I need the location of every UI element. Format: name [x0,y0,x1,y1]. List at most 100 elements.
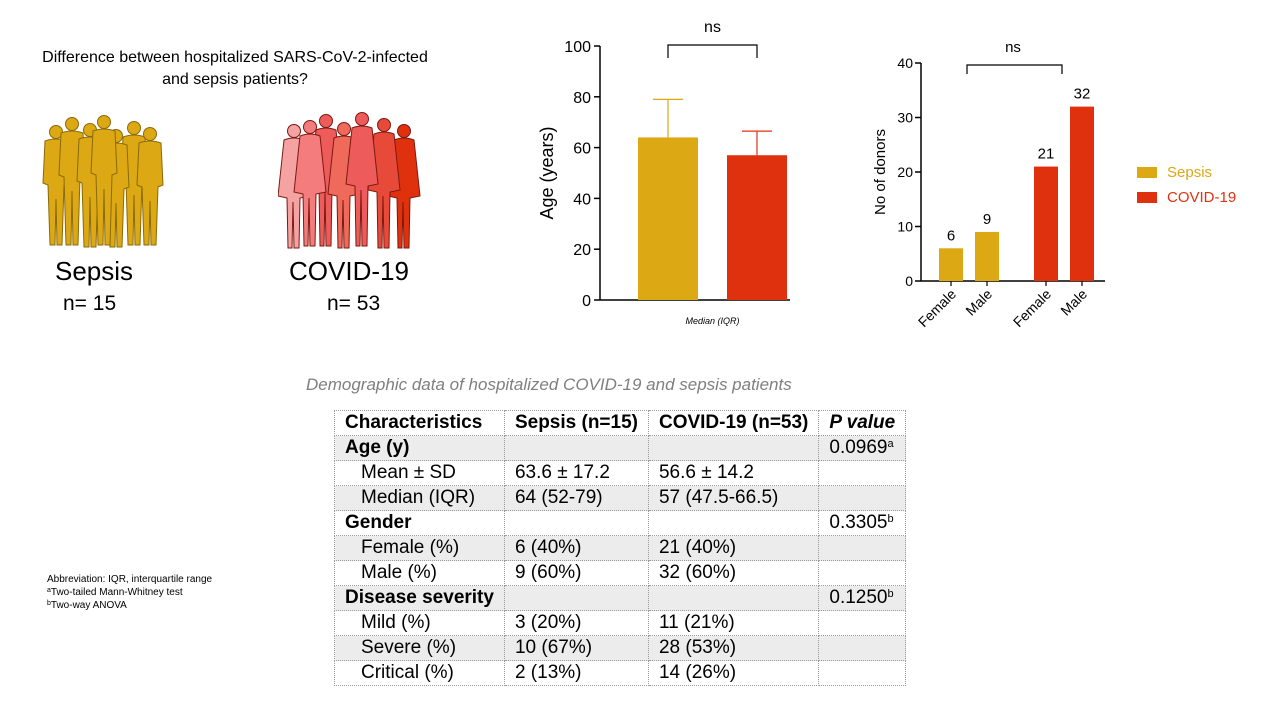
footnote-b-text: Two-way ANOVA [50,600,127,611]
y-tick-label: 20 [573,242,591,259]
cell-p-value: 0.1250b [818,585,907,611]
bar-3 [1070,106,1094,281]
footnote-a-text: Two-tailed Mann-Whitney test [50,587,183,598]
table-row: Female (%) 6 (40%) 21 (40%) [334,535,907,561]
y-tick-label: 10 [897,219,913,235]
cell-characteristic-text: Female (%) [361,537,460,558]
y-tick-label: 60 [573,141,591,158]
cell-sepsis: 64 (52-79) [503,485,649,511]
cell-sepsis-text: 63.6 ± 17.2 [514,462,610,483]
cell-covid-text: 11 (21%) [658,612,735,633]
data-label-1: 9 [983,211,991,228]
y-tick-label: 0 [905,273,913,289]
cell-covid: 57 (47.5-66.5) [647,485,820,511]
footnote-a-mark: a [47,587,51,594]
cell-covid: 11 (21%) [647,610,820,636]
cell-p-value-text: 0.1250 [829,587,888,608]
cell-sepsis [503,585,649,611]
table-row: Mild (%) 3 (20%) 11 (21%) [334,610,907,636]
cell-characteristic-text: Disease severity [345,587,494,608]
cell-characteristic-text: Mild (%) [361,612,431,633]
cell-covid-text: 28 (53%) [658,637,737,658]
cell-p-value [818,535,907,561]
cell-p-value [818,485,907,511]
cell-characteristic: Gender [334,510,505,536]
cell-sepsis-text: 64 (52-79) [514,487,603,508]
covid-group-count: n= 53 [327,292,381,315]
age-bar-chart: 0 20 40 60 80 100 ns Median (IQR) Age (years) [537,19,790,326]
cell-covid-text: 14 (26%) [658,662,737,683]
cell-characteristic-text: Male (%) [361,562,438,583]
sepsis-group-count: n= 15 [63,292,117,315]
cell-sepsis: 9 (60%) [503,560,649,586]
significance-label: ns [1005,39,1021,56]
cell-sepsis-text: 6 (40%) [514,537,582,558]
cell-sepsis [503,510,649,536]
y-tick-label: 0 [582,293,591,310]
legend-label-sepsis: Sepsis [1167,164,1213,181]
bar-0 [939,248,963,281]
cell-covid: 56.6 ± 14.2 [647,460,820,486]
cell-covid-text: 21 (40%) [658,537,737,558]
cell-characteristic: Disease severity [334,585,505,611]
footnote-b-mark: b [47,600,51,607]
y-tick-label: 30 [897,110,913,126]
legend-swatch-sepsis [1137,167,1157,178]
cell-characteristic: Age (y) [334,435,505,461]
table-row: Disease severity 0.1250b [334,585,907,611]
bar-0 [638,137,698,300]
covid-group-label: COVID-19 [289,256,409,286]
cell-sepsis: 6 (40%) [503,535,649,561]
footnotes: Abbreviation: IQR, interquartile range a… [47,573,212,612]
bar-1 [975,231,999,281]
cell-characteristic: Female (%) [334,535,505,561]
cell-characteristic: Critical (%) [334,660,505,686]
cell-characteristic: Severe (%) [334,635,505,661]
cell-characteristic-text: Median (IQR) [361,487,476,508]
cell-characteristic-text: Critical (%) [361,662,454,683]
table-row: Critical (%) 2 (13%) 14 (26%) [334,660,907,686]
header-covid: COVID-19 (n=53) [647,410,820,436]
demographics-table: Characteristics Sepsis (n=15) COVID-19 (… [334,410,907,686]
bar-2 [1034,166,1058,281]
p-value-superscript: b [887,588,894,600]
x-tick-label-3: Male [1057,286,1090,319]
data-label-3: 32 [1074,86,1091,103]
data-label-0: 6 [947,227,955,244]
cell-covid-text: 56.6 ± 14.2 [658,462,754,483]
bar-1 [727,155,787,300]
cell-covid-text: 32 (60%) [658,562,737,583]
legend-item-sepsis: Sepsis [1137,160,1236,185]
table-header-row: Characteristics Sepsis (n=15) COVID-19 (… [334,410,907,436]
y-axis-label: No of donors [872,129,889,215]
y-tick-label: 20 [897,164,913,180]
cell-p-value [818,460,907,486]
table-row: Mean ± SD 63.6 ± 17.2 56.6 ± 14.2 [334,460,907,486]
header-p-value: P value [818,410,907,436]
legend-swatch-covid [1137,192,1157,203]
p-value-superscript: a [887,438,894,450]
question-text: Difference between hospitalized SARS-CoV… [42,49,428,88]
cell-p-value [818,660,907,686]
cell-characteristic: Mean ± SD [334,460,505,486]
footnote-b: bTwo-way ANOVA [47,599,212,612]
people-group-icon [278,112,421,249]
cell-covid [647,435,820,461]
y-tick-label: 40 [573,191,591,208]
footnote-abbreviation: Abbreviation: IQR, interquartile range [47,574,213,585]
chart-legend: Sepsis COVID-19 [1137,160,1236,210]
cell-characteristic-text: Severe (%) [361,637,457,658]
cell-sepsis-text: 10 (67%) [514,637,593,658]
x-tick-label-0: Female [915,286,959,330]
cell-characteristic: Mild (%) [334,610,505,636]
y-tick-label: 80 [573,90,591,107]
legend-label-covid: COVID-19 [1167,189,1237,206]
cell-sepsis: 63.6 ± 17.2 [503,460,649,486]
table-row: Gender 0.3305b [334,510,907,536]
table-row: Male (%) 9 (60%) 32 (60%) [334,560,907,586]
y-axis-label: Age (years) [537,126,557,219]
cell-sepsis: 3 (20%) [503,610,649,636]
cell-covid-text: 57 (47.5-66.5) [658,487,779,508]
x-axis-label: Median (IQR) [685,316,739,326]
cell-covid: 32 (60%) [647,560,820,586]
